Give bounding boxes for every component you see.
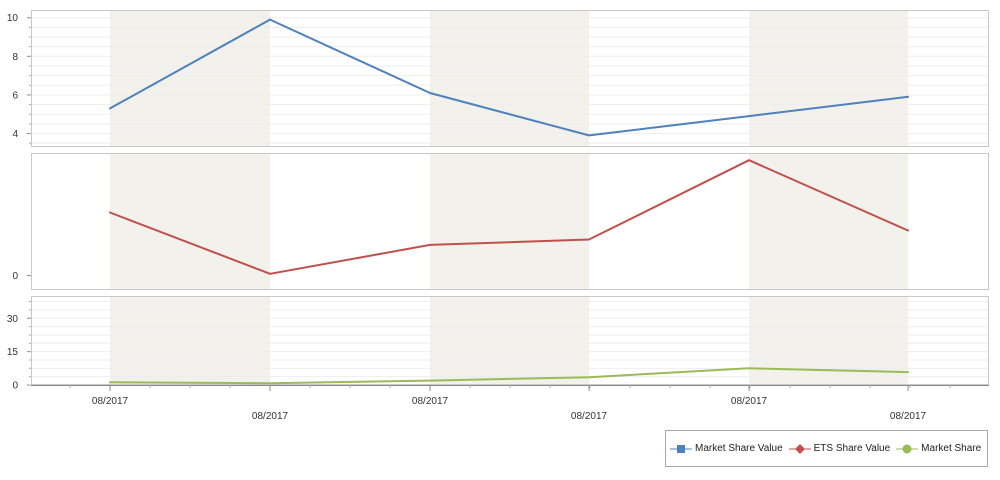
data-point bbox=[269, 18, 271, 21]
band-0-4 bbox=[749, 10, 908, 147]
data-point bbox=[588, 376, 590, 379]
y-tick-label: 15 bbox=[7, 347, 19, 358]
data-point bbox=[109, 211, 111, 214]
band-1-2 bbox=[430, 153, 589, 290]
data-point bbox=[109, 107, 111, 110]
legend-marker-diamond bbox=[788, 443, 811, 454]
series-line-market-share-value bbox=[109, 18, 909, 137]
x-tick-label: 08/2017 bbox=[731, 396, 768, 407]
data-point bbox=[429, 91, 431, 94]
series-line-market-share bbox=[109, 367, 909, 385]
legend-label: Market Share Value bbox=[695, 443, 783, 454]
legend-item: Market Share bbox=[896, 443, 981, 455]
y-tick-label: 0 bbox=[12, 271, 18, 282]
y-tick-label: 4 bbox=[12, 129, 18, 140]
y-tick-label: 30 bbox=[7, 314, 19, 325]
x-tick-label: 08/2017 bbox=[571, 411, 608, 422]
band-1-0 bbox=[110, 153, 270, 290]
y-tick-label: 0 bbox=[12, 381, 18, 392]
data-point bbox=[429, 243, 431, 246]
x-tick-label: 08/2017 bbox=[412, 396, 449, 407]
data-point bbox=[429, 379, 431, 382]
y-tick-label: 8 bbox=[12, 52, 18, 63]
band-0-2 bbox=[430, 10, 589, 147]
data-point bbox=[269, 272, 271, 275]
series-line-ets-share-value bbox=[109, 159, 909, 275]
x-tick-label: 08/2017 bbox=[92, 396, 129, 407]
data-point bbox=[588, 134, 590, 137]
data-point bbox=[588, 238, 590, 241]
pane-frame-1 bbox=[31, 153, 989, 290]
legend: Market Share Value ETS Share Value Market … bbox=[665, 430, 988, 467]
legend-label: ETS Share Value bbox=[813, 443, 891, 454]
legend-label: Market Share bbox=[921, 443, 982, 454]
legend-marker-circle bbox=[896, 444, 919, 453]
data-point bbox=[109, 381, 111, 384]
band-1-4 bbox=[749, 153, 908, 290]
data-point bbox=[748, 115, 750, 118]
band-0-0 bbox=[110, 10, 270, 147]
data-point bbox=[907, 95, 909, 98]
data-point bbox=[748, 367, 750, 370]
legend-item: ETS Share Value bbox=[788, 443, 891, 455]
data-point bbox=[269, 382, 271, 385]
y-tick-label: 10 bbox=[7, 13, 19, 24]
x-tick-label: 08/2017 bbox=[252, 411, 289, 422]
pane-frame-0 bbox=[31, 10, 989, 147]
legend-item: Market Share Value bbox=[670, 443, 783, 455]
y-tick-label: 6 bbox=[12, 90, 18, 101]
data-point bbox=[907, 371, 909, 374]
x-tick-label: 08/2017 bbox=[890, 411, 927, 422]
chart-area: 4 6 8 10 0 0 15 30 08/2017 08/2017 08/2017 08/2017 0… bbox=[7, 10, 989, 422]
data-point bbox=[748, 159, 750, 162]
data-point bbox=[907, 229, 909, 232]
band-2-2 bbox=[430, 296, 589, 385]
band-2-0 bbox=[110, 296, 270, 385]
legend-marker-square bbox=[670, 444, 692, 453]
pane-frame-2 bbox=[31, 296, 989, 385]
